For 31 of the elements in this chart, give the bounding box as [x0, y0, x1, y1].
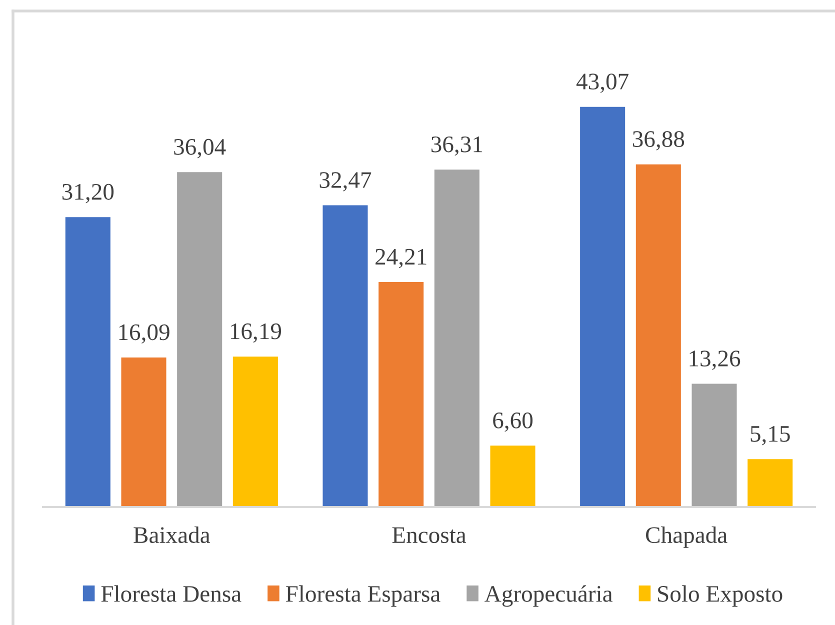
data-label: 13,26	[690, 350, 740, 370]
data-label: 43,07	[576, 74, 628, 93]
bar	[232, 356, 278, 507]
data-label: 36,88	[632, 131, 684, 150]
data-label: 36,31	[431, 136, 482, 156]
data-label: 32,47	[320, 172, 372, 192]
bar	[378, 282, 424, 507]
data-label: 5,15	[750, 426, 790, 446]
x-tick-label: Baixada	[134, 526, 210, 544]
bar	[434, 170, 480, 507]
legend-label: Floresta Densa	[101, 585, 242, 602]
legend-label: Solo Exposto	[658, 585, 782, 607]
bar	[748, 459, 793, 507]
bar	[177, 172, 222, 507]
bar	[65, 217, 110, 507]
data-label: 31,20	[62, 184, 114, 204]
data-label: 24,21	[376, 248, 426, 268]
legend-label: Agropecuária	[484, 585, 612, 607]
bar	[121, 358, 166, 507]
bar	[490, 446, 536, 507]
legend-label: Floresta Esparsa	[286, 585, 440, 607]
bar	[580, 106, 626, 507]
bar	[692, 384, 737, 507]
bar	[636, 164, 681, 507]
data-label: 6,60	[493, 412, 533, 432]
data-label: 16,19	[230, 323, 282, 343]
x-tick-label: Chapada	[646, 526, 728, 548]
bar	[322, 205, 368, 507]
data-label: 16,09	[119, 324, 170, 344]
x-tick-label: Encosta	[392, 527, 466, 544]
data-label: 36,04	[174, 138, 226, 158]
